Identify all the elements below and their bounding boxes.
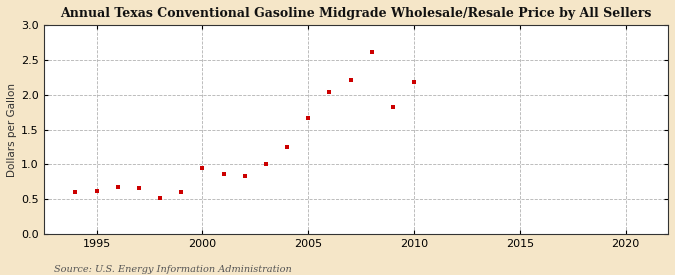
Title: Annual Texas Conventional Gasoline Midgrade Wholesale/Resale Price by All Seller: Annual Texas Conventional Gasoline Midgr… [60,7,651,20]
Text: Source: U.S. Energy Information Administration: Source: U.S. Energy Information Administ… [54,265,292,274]
Y-axis label: Dollars per Gallon: Dollars per Gallon [7,82,17,177]
